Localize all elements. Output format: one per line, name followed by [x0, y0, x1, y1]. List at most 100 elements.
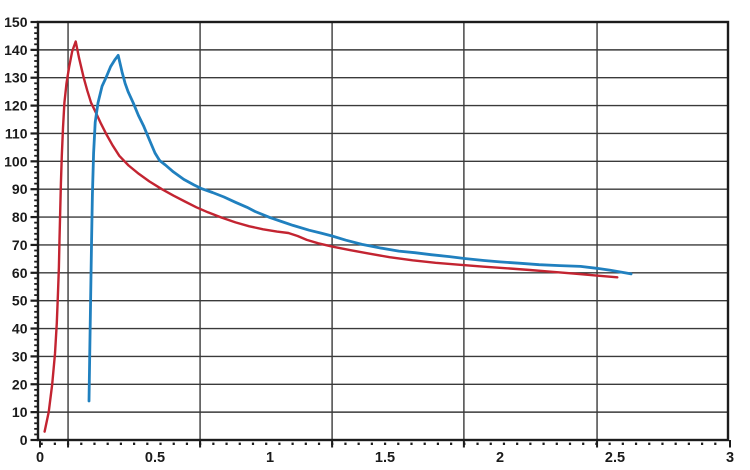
- y-tick-label: 120: [4, 98, 28, 114]
- y-tick-label: 70: [12, 237, 28, 253]
- series-red-line: [43, 40, 619, 433]
- y-minor-tick: [34, 171, 38, 174]
- y-minor-tick: [34, 238, 38, 241]
- y-minor-tick: [34, 260, 38, 263]
- y-minor-tick: [34, 305, 38, 308]
- x-minor-tick: [53, 442, 56, 445]
- x-minor-tick: [106, 442, 109, 445]
- x-tick-label: 2: [496, 450, 504, 466]
- y-minor-tick: [34, 366, 38, 369]
- x-minor-tick: [40, 442, 43, 445]
- y-minor-tick: [34, 344, 38, 347]
- y-minor-tick: [34, 143, 38, 146]
- y-minor-tick: [34, 115, 38, 118]
- y-minor-tick: [34, 433, 38, 436]
- y-axis-ticks: [30, 20, 38, 442]
- x-minor-tick: [502, 442, 506, 445]
- x-minor-tick: [489, 442, 492, 445]
- x-minor-tick: [278, 442, 281, 445]
- y-tick-label: 40: [12, 321, 28, 337]
- x-minor-tick: [357, 442, 360, 445]
- y-minor-tick: [34, 316, 38, 319]
- y-minor-tick: [34, 277, 38, 280]
- x-tick-label: 1: [266, 450, 274, 466]
- x-minor-tick: [595, 442, 598, 445]
- x-minor-tick: [621, 442, 624, 445]
- y-minor-tick: [34, 349, 38, 352]
- x-minor-tick: [238, 442, 241, 445]
- y-minor-tick: [34, 60, 38, 62]
- y-minor-tick: [34, 294, 38, 296]
- x-tick-label: 0: [36, 450, 44, 466]
- x-minor-tick: [516, 442, 519, 445]
- y-minor-tick: [34, 177, 38, 179]
- x-minor-tick: [648, 442, 651, 445]
- x-minor-tick: [423, 442, 426, 445]
- y-minor-tick: [34, 232, 38, 235]
- x-minor-tick: [529, 442, 532, 445]
- x-minor-tick: [212, 442, 215, 445]
- y-minor-tick: [34, 43, 38, 46]
- y-minor-tick: [34, 322, 38, 324]
- x-minor-tick: [450, 442, 453, 445]
- h-gridlines: [38, 49, 728, 413]
- y-minor-tick: [34, 388, 38, 391]
- y-minor-tick: [34, 338, 38, 341]
- x-minor-tick: [370, 442, 373, 445]
- plot-border-rect: [36, 20, 730, 442]
- y-minor-tick: [34, 394, 38, 397]
- y-tick-label: 90: [12, 181, 28, 197]
- y-minor-tick: [34, 121, 38, 124]
- y-tick-label: 30: [12, 348, 28, 364]
- y-minor-tick: [34, 54, 38, 57]
- y-tick-label: 0: [20, 432, 28, 448]
- y-minor-tick: [34, 182, 38, 185]
- y-minor-tick: [34, 377, 38, 380]
- x-minor-tick: [397, 442, 400, 445]
- x-minor-tick: [383, 442, 387, 445]
- y-tick-label: 150: [4, 14, 28, 30]
- y-minor-tick: [34, 87, 38, 90]
- plot-border: [36, 20, 730, 442]
- y-minor-tick: [34, 255, 38, 257]
- x-minor-tick: [674, 442, 677, 445]
- x-minor-tick: [555, 442, 558, 445]
- y-minor-tick: [34, 205, 38, 207]
- y-minor-tick: [34, 361, 38, 363]
- x-minor-tick: [185, 442, 189, 445]
- series-polyline: [87, 54, 633, 403]
- x-tick-label: 3: [726, 450, 734, 466]
- x-minor-tick: [436, 442, 440, 445]
- x-minor-tick: [317, 442, 321, 445]
- y-minor-tick: [34, 227, 38, 230]
- x-minor-tick: [700, 442, 704, 445]
- y-minor-tick: [34, 221, 38, 224]
- y-minor-tick: [34, 99, 38, 101]
- x-minor-tick: [80, 442, 83, 445]
- x-minor-tick: [119, 442, 122, 445]
- v-gridlines: [67, 22, 598, 440]
- y-minor-tick: [34, 249, 38, 252]
- x-minor-tick: [331, 442, 334, 445]
- y-minor-tick: [34, 405, 38, 408]
- series-polyline: [43, 40, 619, 433]
- x-minor-tick: [199, 442, 202, 445]
- y-tick-labels: 0 10 20 30 40 50 60 70 80 90 100 110 120 130 140 150: [4, 14, 28, 448]
- x-minor-tick: [608, 442, 611, 445]
- x-minor-tick: [410, 442, 413, 445]
- y-minor-tick: [34, 400, 38, 402]
- y-minor-tick: [34, 110, 38, 113]
- x-tick-label: 2.5: [605, 450, 625, 466]
- x-axis-ticks: [39, 440, 731, 448]
- x-minor-tick: [344, 442, 347, 445]
- y-minor-tick: [34, 333, 38, 336]
- y-minor-tick: [34, 288, 38, 291]
- x-minor-tick: [568, 442, 572, 445]
- x-minor-tick: [687, 442, 690, 445]
- x-tick-labels: 0 0.5 1 1.5 2 2.5 3: [36, 450, 734, 466]
- y-minor-tick: [34, 126, 38, 129]
- y-minor-tick: [34, 416, 38, 419]
- x-minor-tick: [661, 442, 664, 445]
- y-minor-tick: [34, 372, 38, 375]
